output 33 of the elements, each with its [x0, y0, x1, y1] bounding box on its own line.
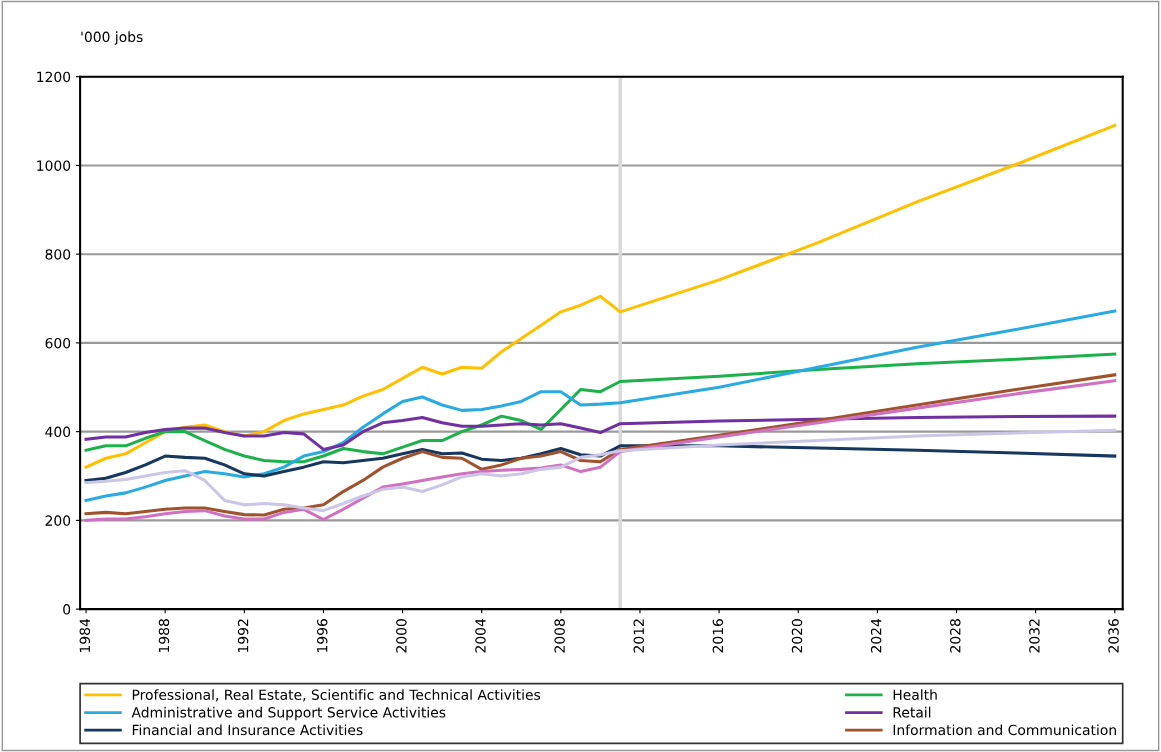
- line-series: [84, 309, 1117, 502]
- x-tick-label: 1988: [158, 619, 170, 652]
- y-tick-label: 1000: [37, 160, 71, 171]
- x-tick-label: 2016: [712, 619, 724, 653]
- y-tick-label: 800: [45, 249, 71, 260]
- x-tick-label: 1996: [316, 619, 328, 652]
- x-tick-label: 2008: [554, 619, 565, 653]
- y-axis-title: '000 jobs: [81, 31, 143, 45]
- line-series: [84, 123, 1117, 469]
- line-series: [84, 352, 1117, 464]
- line-series: [84, 414, 1117, 451]
- legend-label: Financial and Insurance Activities: [132, 724, 363, 736]
- y-tick-label: 1200: [37, 71, 71, 83]
- legend-label: Information and Communication: [893, 724, 1116, 736]
- legend-label: Administrative and Support Service Activities: [131, 706, 446, 721]
- y-tick-label: 200: [45, 515, 71, 526]
- x-tick-label: 2000: [396, 619, 407, 653]
- y-tick-label: 600: [45, 337, 71, 349]
- legend-label: Retail: [893, 706, 931, 718]
- x-tick-label: 2028: [950, 619, 961, 653]
- y-tick-label: 0: [63, 604, 71, 615]
- line-series: [84, 428, 1117, 513]
- y-tick-label: 400: [45, 426, 71, 438]
- x-tick-label: 2024: [870, 618, 882, 653]
- x-tick-label: 2020: [791, 619, 803, 653]
- x-tick-label: 2004: [475, 618, 486, 653]
- x-tick-label: 1984: [79, 618, 91, 652]
- x-tick-label: 2032: [1029, 619, 1040, 653]
- x-tick-label: 2012: [633, 619, 645, 653]
- legend-label: Professional, Real Estate, Scientific and Technical Activities: [132, 689, 541, 702]
- x-tick-label: 1992: [237, 619, 249, 652]
- legend-label: Health: [893, 689, 937, 700]
- x-tick-label: 2036: [1108, 619, 1119, 653]
